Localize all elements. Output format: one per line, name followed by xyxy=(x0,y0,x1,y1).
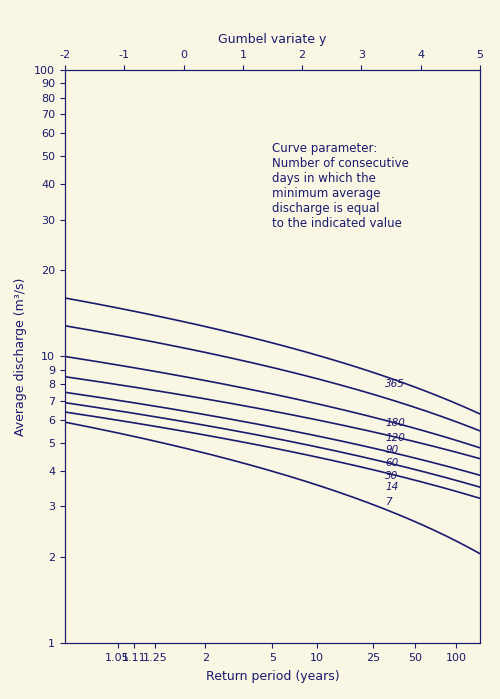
Text: 30: 30 xyxy=(385,471,398,482)
Text: 365: 365 xyxy=(385,380,405,389)
Text: 180: 180 xyxy=(385,418,405,428)
X-axis label: Return period (years): Return period (years) xyxy=(206,670,340,683)
Text: 7: 7 xyxy=(385,497,392,507)
Text: Curve parameter:
Number of consecutive
days in which the
minimum average
dischar: Curve parameter: Number of consecutive d… xyxy=(272,141,409,229)
Text: 120: 120 xyxy=(385,433,405,443)
Text: 90: 90 xyxy=(385,445,398,455)
Text: 14: 14 xyxy=(385,482,398,492)
Y-axis label: Average discharge (m³/s): Average discharge (m³/s) xyxy=(14,278,28,435)
X-axis label: Gumbel variate y: Gumbel variate y xyxy=(218,34,326,46)
Text: 60: 60 xyxy=(385,458,398,468)
